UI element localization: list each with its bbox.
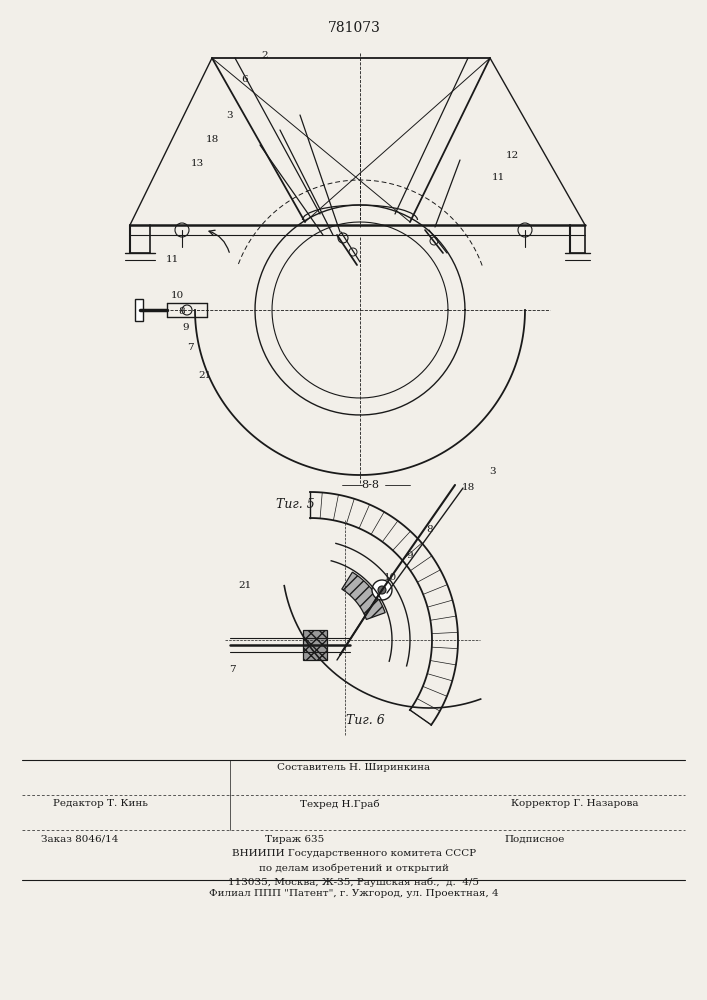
Text: 9: 9 (182, 324, 189, 332)
Text: Редактор Т. Кинь: Редактор Т. Кинь (52, 800, 148, 808)
Text: 11: 11 (165, 255, 179, 264)
Circle shape (378, 586, 386, 594)
Text: 781073: 781073 (327, 21, 380, 35)
Text: 6: 6 (242, 76, 248, 85)
Text: ВНИИПИ Государственного комитета СССР: ВНИИПИ Государственного комитета СССР (232, 850, 476, 858)
Text: Филиал ППП "Патент", г. Ужгород, ул. Проектная, 4: Филиал ППП "Патент", г. Ужгород, ул. Про… (209, 890, 499, 898)
Text: 3: 3 (490, 468, 496, 477)
Polygon shape (341, 572, 385, 619)
Text: 13: 13 (190, 158, 204, 167)
Text: Τиг. 5: Τиг. 5 (276, 498, 315, 512)
Text: по делам изобретений и открытий: по делам изобретений и открытий (259, 863, 449, 873)
Text: 3: 3 (227, 110, 233, 119)
Text: 21: 21 (238, 580, 252, 589)
Text: Техред Н.Граб: Техред Н.Граб (300, 799, 380, 809)
Text: 21: 21 (199, 370, 211, 379)
Polygon shape (135, 299, 143, 321)
Text: 18: 18 (205, 135, 218, 144)
Text: 12: 12 (506, 150, 519, 159)
Text: Τиг. 6: Τиг. 6 (346, 714, 385, 726)
Text: 8-8: 8-8 (361, 480, 379, 490)
Text: 7: 7 (228, 666, 235, 674)
Text: 113035, Москва, Ж-35, Раушская наб.,  д.  4/5: 113035, Москва, Ж-35, Раушская наб., д. … (228, 877, 479, 887)
Text: 11: 11 (491, 172, 505, 182)
Text: 8: 8 (179, 308, 185, 316)
Text: Тираж 635: Тираж 635 (265, 834, 325, 844)
Text: Подписное: Подписное (505, 834, 565, 844)
Text: 2: 2 (262, 50, 269, 60)
Text: Корректор Г. Назарова: Корректор Г. Назарова (511, 800, 638, 808)
Text: 8: 8 (427, 526, 433, 534)
Polygon shape (303, 630, 327, 660)
Text: Заказ 8046/14: Заказ 8046/14 (41, 834, 119, 844)
Text: 9: 9 (407, 550, 414, 560)
Text: 18: 18 (462, 484, 474, 492)
Text: 10: 10 (383, 574, 397, 582)
Text: Составитель Н. Ширинкина: Составитель Н. Ширинкина (277, 764, 431, 772)
Text: 7: 7 (187, 344, 193, 353)
Text: 10: 10 (170, 290, 184, 300)
Circle shape (372, 580, 392, 600)
